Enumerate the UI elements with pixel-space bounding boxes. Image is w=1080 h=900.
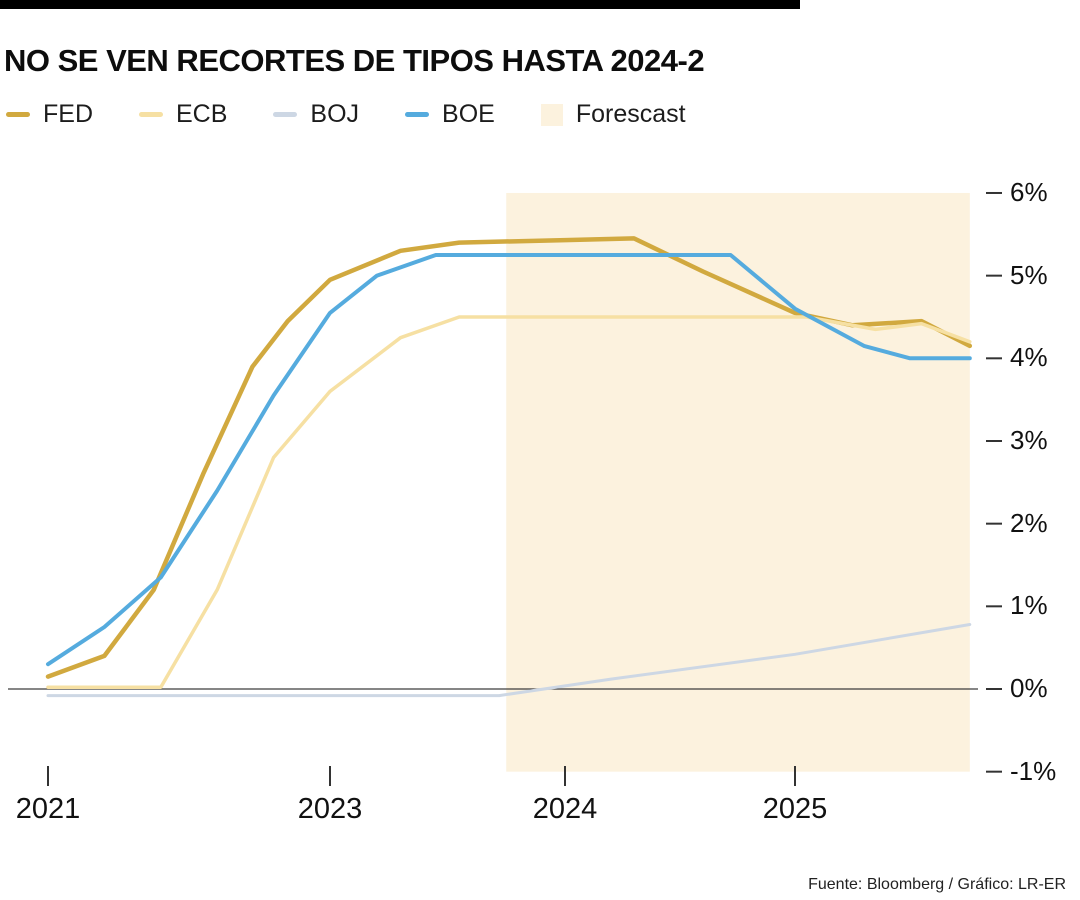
ytick-label-0: 0% bbox=[1010, 672, 1048, 703]
fed-swatch-icon bbox=[6, 112, 30, 117]
ytick-label-4: 4% bbox=[1010, 342, 1048, 373]
xtick-label-2025: 2025 bbox=[762, 793, 828, 825]
ytick-label--1: -1% bbox=[1010, 755, 1057, 786]
series-line-ecb bbox=[46, 315, 972, 690]
ytick-label-5: 5% bbox=[1010, 259, 1048, 290]
ecb-swatch-icon bbox=[139, 112, 163, 117]
ytick-label-1: 1% bbox=[1010, 590, 1048, 621]
source-credit: Fuente: Bloomberg / Gráfico: LR-ER bbox=[808, 876, 1066, 893]
page-title: NO SE VEN RECORTES DE TIPOS HASTA 2024-2 bbox=[4, 42, 705, 78]
legend-label-boj: BOJ bbox=[310, 100, 360, 128]
ytick-label-3: 3% bbox=[1010, 424, 1048, 455]
legend-label-ecb: ECB bbox=[176, 100, 228, 128]
boj-swatch-icon bbox=[273, 112, 298, 117]
ytick-label-2: 2% bbox=[1010, 507, 1048, 538]
top-rule bbox=[0, 0, 800, 9]
series-line-boj bbox=[46, 623, 972, 698]
ytick-label-6: 6% bbox=[1010, 176, 1048, 207]
legend-label-forescast: Forescast bbox=[575, 100, 686, 128]
xtick-label-2024: 2024 bbox=[532, 793, 598, 825]
series-line-boe bbox=[46, 253, 972, 667]
xtick-label-2021: 2021 bbox=[15, 793, 81, 825]
legend-item-boe: BOE bbox=[405, 100, 495, 129]
legend-item-fed: FED bbox=[6, 100, 93, 129]
legend-item-forescast: Forescast bbox=[540, 100, 686, 129]
legend-item-ecb: ECB bbox=[139, 100, 227, 129]
legend-label-boe: BOE bbox=[442, 100, 495, 128]
legend-label-fed: FED bbox=[43, 100, 93, 128]
legend-item-boj: BOJ bbox=[273, 100, 359, 129]
boe-swatch-icon bbox=[405, 112, 430, 117]
xtick-label-2023: 2023 bbox=[297, 793, 363, 825]
forescast-swatch-icon bbox=[540, 103, 563, 126]
legend: FED ECB BOJ BOE Forescast bbox=[6, 100, 686, 129]
